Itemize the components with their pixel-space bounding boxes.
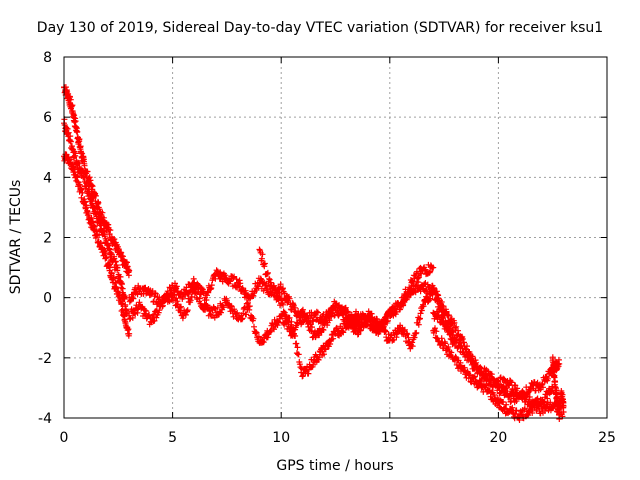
y-tick-label: 8 — [43, 50, 52, 66]
x-tick-label: 10 — [272, 430, 290, 446]
y-tick-label: 6 — [43, 110, 52, 126]
y-axis-label: SDTVAR / TECUs — [8, 180, 24, 295]
x-tick-label: 0 — [60, 430, 69, 446]
data-markers — [61, 84, 567, 423]
y-tick-label: 2 — [43, 231, 52, 247]
plot-frame — [63, 56, 608, 419]
data-point — [256, 246, 263, 253]
series-trail — [61, 84, 132, 279]
data-point — [119, 306, 126, 313]
series-trail — [549, 354, 567, 422]
series-trail — [430, 325, 556, 423]
y-tick-label: -4 — [38, 411, 52, 427]
series-trail — [126, 282, 436, 352]
series-trail — [257, 247, 458, 380]
x-tick-label: 20 — [489, 430, 507, 446]
series-trail — [430, 308, 562, 406]
x-tick-label: 5 — [168, 430, 177, 446]
tick-labels: 0 5 10 15 20 25 -4 -2 0 2 4 6 8 — [38, 50, 616, 446]
x-tick-label: 25 — [598, 430, 616, 446]
chart-title: Day 130 of 2019, Sidereal Day-to-day VTE… — [37, 20, 603, 36]
y-tick-label: 4 — [43, 170, 52, 186]
x-axis-label: GPS time / hours — [276, 458, 393, 474]
x-tick-label: 15 — [381, 430, 399, 446]
grid-lines — [64, 57, 607, 418]
y-tick-label: 0 — [43, 291, 52, 307]
y-tick-label: -2 — [38, 351, 52, 367]
series-trail — [61, 151, 132, 339]
